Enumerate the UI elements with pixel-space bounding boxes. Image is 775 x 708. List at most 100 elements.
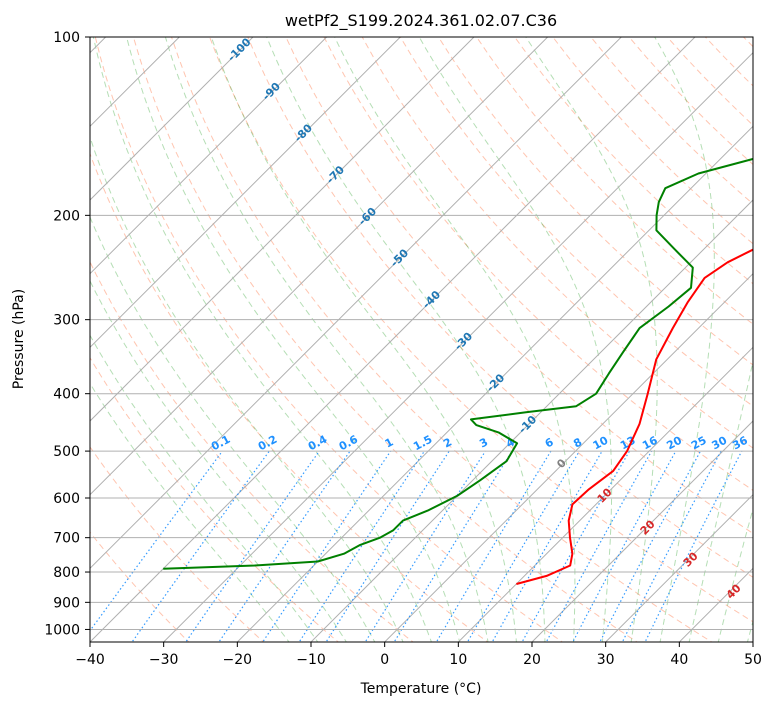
mixing-ratio-line [621,450,722,642]
dry-adiabat [743,37,753,48]
isotherm-line [90,37,475,422]
moist-adiabat [418,37,613,642]
dry-adiabat [476,37,753,325]
mixing-ratio-label: 0.6 [337,433,361,454]
mixing-ratio-line [644,450,743,642]
x-axis-label: Temperature (°C) [360,681,482,697]
y-tick-label: 800 [53,565,80,581]
dry-adiabat [437,37,753,366]
mixing-ratio-line [466,450,580,642]
mixing-ratio-line [131,450,270,642]
x-tick-label: 50 [744,652,762,668]
isotherm-line [383,272,753,642]
moist-adiabat [654,37,715,642]
y-axis-label: Pressure (hPa) [11,289,27,389]
mixing-ratio-label: 16 [640,434,660,453]
isotherm-line [531,420,753,642]
dry-adiabat [171,37,713,642]
mixing-ratio-label: 36 [730,434,750,453]
isotherm-line [236,125,753,642]
y-tick-label: 100 [53,30,80,46]
dry-adiabat [247,37,753,578]
isotherm-line [752,641,753,642]
dry-adiabat [399,37,753,407]
y-tick-label: 600 [53,491,80,507]
moist-adiabat [90,135,404,642]
dewpoint-profile-line [163,157,753,570]
y-tick-label: 400 [53,387,80,403]
dry-adiabat [90,531,190,642]
isotherm-line [310,199,753,642]
dry-adiabat [323,37,753,491]
mixing-ratio-label: 0.4 [306,433,330,454]
mixing-ratio-line [599,450,702,642]
x-tick-label: 30 [597,652,615,668]
isotherm-labels: -100-90-80-70-60-50-40-30-20-10 [225,35,539,436]
mixing-ratio-line [393,450,513,642]
x-tick-label: 10 [449,652,467,668]
isotherm-line [604,493,753,642]
dry-adiabat [514,37,753,285]
dry-adiabat [590,37,753,205]
mixing-ratio-label: 30 [710,434,730,453]
pressure-gridlines [90,37,753,630]
mixing-ratio-line [218,450,351,642]
isotherm-line [90,37,623,570]
y-tick-label: 700 [53,531,80,547]
y-tick-label: 1000 [44,622,80,638]
mixing-ratio-label: 1 [383,435,396,450]
temperature-profile-line [516,248,753,585]
moist-adiabat [688,358,753,642]
x-tick-label: 0 [380,652,389,668]
x-tick-label: −10 [296,652,326,668]
mixing-ratio-labels: 0.1 0.2 0.4 0.6 1 1.5 2 3 4 6 8 10 13 16 20 25 30 36 [209,433,750,454]
moist-adiabat-label: 40 [724,581,744,601]
moist-adiabat [92,37,432,642]
mixing-ratio-label: 25 [689,434,709,453]
dry-adiabat [90,152,489,642]
mixing-ratio-line [262,450,392,642]
mixing-ratio-label: 6 [543,435,556,450]
isotherm-line [90,37,549,496]
mixing-ratio-line [325,450,450,642]
x-tick-label: −20 [223,652,253,668]
x-tick-label: −40 [75,652,105,668]
dry-adiabat [90,446,265,642]
y-tick-label: 500 [53,444,80,460]
mixing-ratio-label: 2 [441,435,454,450]
moist-adiabat [90,382,290,642]
plot-frame [89,36,754,643]
isotherm-line [90,37,328,275]
moist-adiabat-label: 20 [638,517,658,537]
moist-adiabat [90,215,376,642]
moist-adiabat [90,334,319,642]
isotherm-line [162,51,753,642]
isotherm-line [90,37,402,349]
dry-adiabat [132,37,638,642]
dry-adiabat [361,37,753,449]
x-tick-label: 40 [670,652,688,668]
mixing-ratio-label: 3 [477,435,490,450]
x-axis-ticks: −40 −30 −20 −10 0 10 20 30 40 50 [75,642,762,668]
dry-adiabat [90,260,414,642]
background-lines [90,37,753,642]
mixing-ratio-label: 0.2 [256,433,279,454]
moist-adiabat [717,506,753,642]
x-tick-label: 20 [523,652,541,668]
isotherm-line [90,37,696,642]
profile-lines [163,157,753,585]
mixing-ratio-line [572,450,677,642]
mixing-ratio-label: 1.5 [411,433,434,454]
mixing-ratio-label: 20 [664,434,684,453]
mixing-ratio-label: 10 [591,434,611,453]
y-tick-label: 200 [53,208,80,224]
mixing-ratio-line [298,450,425,642]
y-tick-label: 300 [53,313,80,329]
isotherm-label: -100 [225,35,254,64]
isotherm-line [457,346,753,642]
chart-title: wetPf2_S199.2024.361.02.07.C36 [285,11,557,31]
y-axis-ticks: 1000 900 800 700 600 500 400 300 200 100 [44,30,90,638]
y-tick-label: 900 [53,595,80,611]
